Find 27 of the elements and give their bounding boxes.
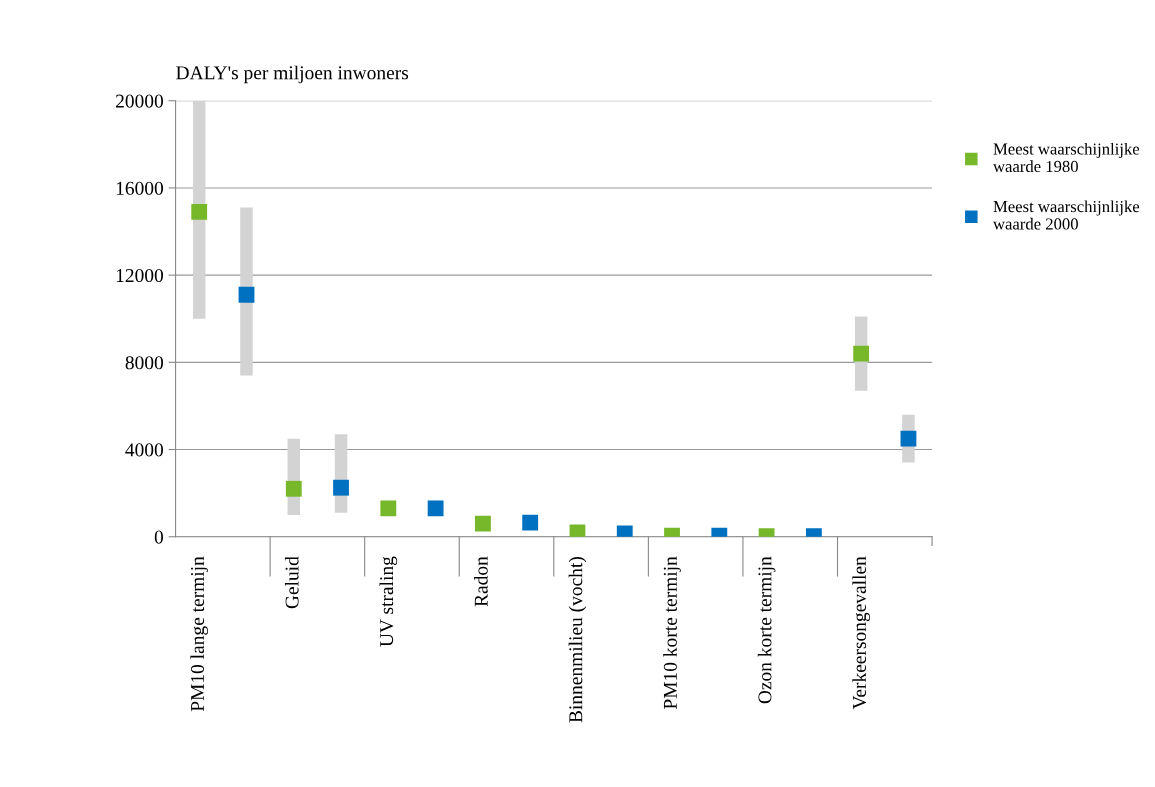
point: [380, 500, 397, 517]
point: [853, 345, 870, 362]
x-tick-label: Geluid: [284, 556, 299, 609]
y-tick-label: 4000: [125, 443, 164, 457]
point: [474, 515, 491, 532]
x-tick-label: Binnenmilieu (vocht): [568, 557, 587, 723]
point: [238, 286, 255, 303]
x-tick-label: UV straling: [379, 556, 398, 647]
point: [427, 500, 444, 517]
x-tick-label: Ozon korte termijn: [757, 556, 776, 704]
legend-label: Meest waarschijnlijke waarde 2000: [993, 200, 1140, 230]
y-tick-label: 8000: [125, 356, 164, 370]
y-tick-label: 12000: [116, 268, 164, 283]
point: [522, 514, 539, 531]
point: [191, 204, 208, 220]
point: [900, 430, 917, 447]
y-tick-label: 16000: [116, 181, 164, 195]
y-tick-label: 0: [154, 530, 164, 544]
y-axis-title: DALY's per miljoen inwoners: [176, 65, 409, 84]
x-tick-label: PM10 lange termijn: [190, 556, 209, 712]
legend-label: Meest waarschijnlijke waarde 1980: [993, 142, 1140, 173]
point: [333, 479, 349, 496]
y-tick-label: 20000: [116, 94, 164, 108]
point: [285, 480, 302, 497]
x-tick-label: Radon: [474, 556, 488, 607]
x-tick-label: PM10 korte termijn: [663, 556, 681, 709]
x-tick-label: Verkeersongevallen: [852, 556, 870, 710]
